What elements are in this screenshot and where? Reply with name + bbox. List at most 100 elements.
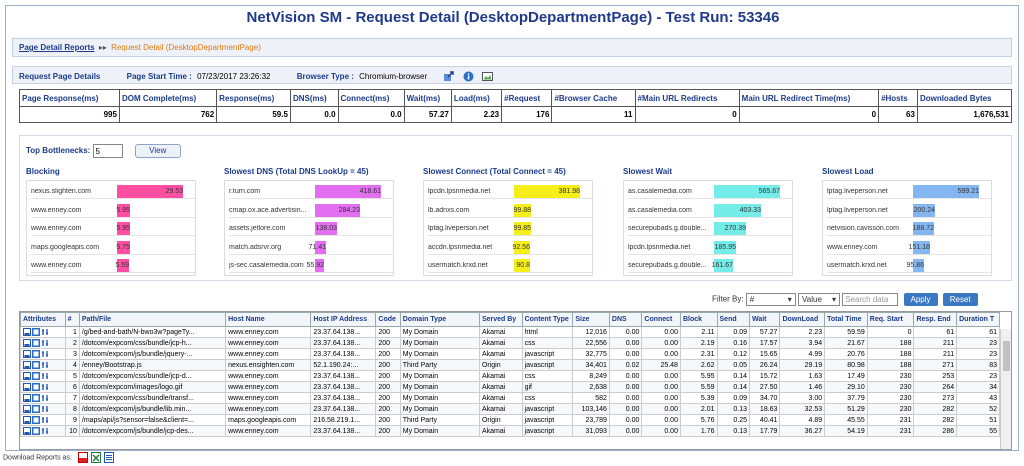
table-row[interactable]: 10/dotcom/expcom/js/bundle/jcp-des... www… [20, 425, 1000, 437]
request-detail-icon[interactable] [41, 361, 49, 369]
waterfall-icon[interactable] [32, 361, 40, 369]
word-icon[interactable] [103, 452, 115, 463]
table-cell: /dotcom/expcom/js/bundle/jcp-des... [78, 425, 227, 437]
grid-column-header[interactable]: Code [375, 312, 401, 327]
summary-value: 1,676,531 [916, 106, 1013, 123]
row-attributes[interactable] [20, 414, 66, 426]
request-detail-icon[interactable] [41, 350, 49, 358]
table-row[interactable]: 4/enney/Bootstrap.js nexus.ensighten.com 5… [20, 359, 1000, 371]
request-detail-icon[interactable] [41, 427, 49, 435]
file-type-icon[interactable] [23, 350, 31, 358]
bottleneck-value: 381.98 [558, 188, 580, 195]
waterfall-icon[interactable] [32, 339, 40, 347]
row-attributes[interactable] [20, 337, 66, 349]
file-type-icon[interactable] [23, 383, 31, 391]
grid-column-header[interactable]: Attributes [20, 312, 66, 327]
grid-column-header[interactable]: Content Type [521, 312, 574, 327]
grid-column-header[interactable]: Host IP Address [310, 312, 377, 327]
waterfall-icon[interactable] [32, 328, 40, 336]
row-attributes[interactable] [20, 359, 66, 371]
table-row[interactable]: 2/dotcom/expcom/css/bundle/jcp-h... www.e… [20, 337, 1000, 349]
grid-column-header[interactable]: Host Name [225, 312, 312, 327]
file-type-icon[interactable] [23, 394, 31, 402]
request-detail-icon[interactable] [41, 383, 49, 391]
request-detail-icon[interactable] [41, 405, 49, 413]
grid-column-header[interactable]: Req. Start [866, 312, 915, 327]
summary-header: DNS(ms) [289, 89, 339, 107]
waterfall-icon[interactable] [32, 350, 40, 358]
export-icon[interactable] [443, 71, 455, 82]
image-icon[interactable] [481, 71, 493, 82]
grid-scrollbar[interactable] [1000, 329, 1011, 449]
file-type-icon[interactable] [23, 416, 31, 424]
info-label: Request Page Details [19, 71, 101, 81]
waterfall-icon[interactable] [32, 427, 40, 435]
excel-icon[interactable] [90, 452, 102, 463]
grid-column-header[interactable]: Wait [748, 312, 781, 327]
grid-column-header[interactable]: DownLoad [779, 312, 826, 327]
bottlenecks-count-input[interactable] [92, 144, 123, 158]
grid-column-header[interactable]: Send [716, 312, 751, 327]
table-row[interactable]: 1/g/bed-and-bath/N-bwo3w?pageTy... www.en… [20, 326, 1000, 338]
grid-column-header[interactable]: Domain Type [399, 312, 480, 327]
row-attributes[interactable] [20, 425, 66, 437]
grid-column-header[interactable]: Path/File [78, 312, 227, 327]
pdf-icon[interactable] [77, 452, 89, 463]
request-detail-icon[interactable] [41, 328, 49, 336]
file-type-icon[interactable] [23, 339, 31, 347]
table-row[interactable]: 7/dotcom/expcom/css/bundle/transf... www.… [20, 392, 1000, 404]
request-detail-icon[interactable] [41, 416, 49, 424]
waterfall-icon[interactable] [32, 383, 40, 391]
bottleneck-value: 99.88 [513, 206, 531, 214]
filter-op-select[interactable]: Value ▾ [798, 293, 841, 306]
grid-column-header[interactable]: Total Time [824, 312, 868, 327]
row-attributes[interactable] [20, 403, 66, 415]
waterfall-icon[interactable] [32, 405, 40, 413]
summary-header: Downloaded Bytes [916, 89, 1013, 107]
waterfall-icon[interactable] [32, 394, 40, 402]
table-cell: 23.37.64.138... [310, 425, 377, 437]
search-input[interactable]: Search data [842, 293, 899, 306]
filter-field-select[interactable]: # ▾ [745, 293, 796, 306]
file-type-icon[interactable] [23, 372, 31, 380]
file-type-icon[interactable] [23, 405, 31, 413]
waterfall-icon[interactable] [32, 372, 40, 380]
waterfall-icon[interactable] [32, 416, 40, 424]
table-cell: 211 [913, 337, 958, 349]
file-type-icon[interactable] [23, 361, 31, 369]
table-cell: 2,638 [572, 381, 610, 393]
row-attributes[interactable] [20, 370, 66, 382]
table-row[interactable]: 6/dotcom/expcom/images/logo.gif www.enney… [20, 381, 1000, 393]
bottleneck-bar [913, 185, 979, 198]
grid-column-header[interactable]: Served By [478, 312, 523, 327]
summary-header: #Main URL Redirects [634, 89, 740, 107]
file-type-icon[interactable] [23, 427, 31, 435]
table-row[interactable]: 9/maps/api/js?sensor=false&client=... map… [20, 414, 1000, 426]
request-detail-icon[interactable] [41, 339, 49, 347]
table-row[interactable]: 5/dotcom/expcom/css/bundle/jcp-d... www.e… [20, 370, 1000, 382]
grid-column-header[interactable]: Duration T [956, 312, 1000, 327]
grid-column-header[interactable]: Connect [641, 312, 681, 327]
table-cell: 52 [956, 403, 1000, 415]
grid-column-header[interactable]: Size [572, 312, 610, 327]
grid-column-header[interactable]: DNS [608, 312, 643, 327]
table-row[interactable]: 8/dotcom/expcom/js/bundle/lib.min... www.… [20, 403, 1000, 415]
table-row[interactable]: 3/dotcom/expcom/js/bundle/jquery-... www.… [20, 348, 1000, 360]
row-attributes[interactable] [20, 348, 66, 360]
info-icon[interactable] [463, 71, 474, 82]
row-attributes[interactable] [20, 381, 66, 393]
row-attributes[interactable] [20, 326, 66, 338]
file-type-icon[interactable] [23, 328, 31, 336]
apply-button[interactable]: Apply [903, 293, 938, 306]
grid-column-header[interactable]: # [64, 312, 80, 327]
bottleneck-panel-title: Slowest Wait [623, 167, 673, 176]
view-button[interactable]: View [134, 144, 181, 158]
request-detail-icon[interactable] [41, 394, 49, 402]
grid-column-header[interactable]: Block [679, 312, 718, 327]
request-detail-icon[interactable] [41, 372, 49, 380]
table-cell: 23.37.64.138... [310, 337, 377, 349]
reset-button[interactable]: Reset [942, 293, 978, 306]
grid-column-header[interactable]: Resp. End [913, 312, 958, 327]
breadcrumb-link-page-detail[interactable]: Page Detail Reports [19, 43, 95, 52]
row-attributes[interactable] [20, 392, 66, 404]
